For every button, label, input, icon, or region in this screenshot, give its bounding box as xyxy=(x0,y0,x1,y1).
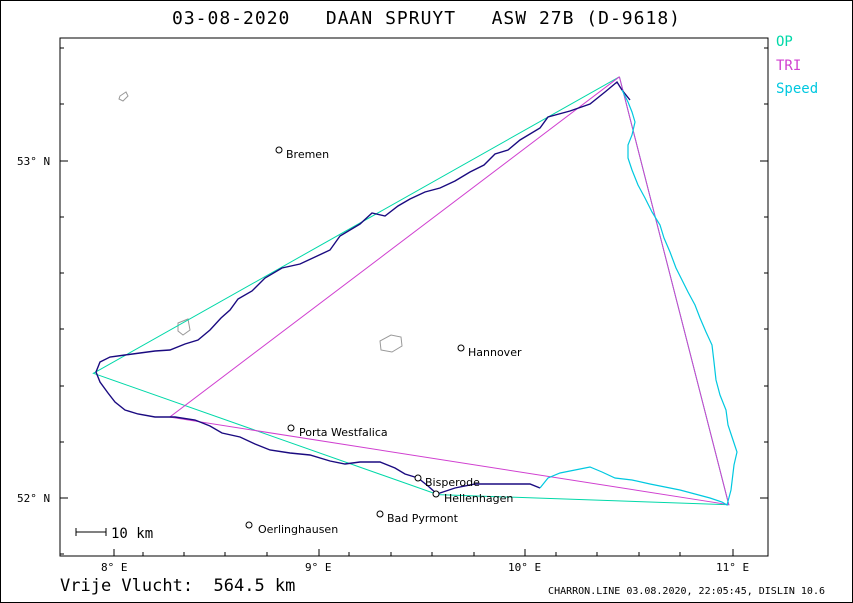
legend-op: OP xyxy=(776,34,793,50)
free-flight-distance: Vrije Vlucht: 564.5 km xyxy=(60,576,296,596)
lake-outline-north xyxy=(118,91,129,102)
scale-label: 10 km xyxy=(111,526,153,542)
map-title: 03-08-2020 DAAN SPRUYT ASW 27B (D-9618) xyxy=(172,8,681,29)
place-label-porta-westfalica: Porta Westfalica xyxy=(299,426,388,439)
lake-outline-west xyxy=(177,318,191,336)
scale-bar: 10 km xyxy=(75,526,153,542)
x-axis: 8° E 9° E 10° E 11° E xyxy=(101,549,749,574)
place-marker-bremen xyxy=(275,146,283,154)
place-label-bisperode: Bisperode xyxy=(425,476,480,489)
place-label-oerlinghausen: Oerlinghausen xyxy=(258,523,338,536)
op-task-line xyxy=(92,76,730,506)
y-tick-52n: 52° N xyxy=(17,492,50,505)
places: Bremen Hannover Porta Westfalica Bispero… xyxy=(245,146,522,536)
place-marker-hannover xyxy=(457,344,465,352)
legend-speed: Speed xyxy=(776,81,819,97)
software-credit: CHARRON.LINE 03.08.2020, 22:05:45, DISLI… xyxy=(548,586,825,597)
place-label-hannover: Hannover xyxy=(468,346,522,359)
y-axis: 53° N 52° N xyxy=(17,47,768,555)
place-label-bremen: Bremen xyxy=(286,148,329,161)
flight-track-speed xyxy=(539,89,738,506)
legend-tri: TRI xyxy=(776,58,802,74)
place-marker-oerlinghausen xyxy=(245,521,253,529)
place-marker-bad-pyrmont xyxy=(376,510,384,518)
map-frame xyxy=(59,37,769,557)
tri-task-line xyxy=(168,76,730,506)
y-tick-53n: 53° N xyxy=(17,155,50,168)
x-tick-11e: 11° E xyxy=(716,561,749,574)
place-marker-hellenhagen xyxy=(432,490,440,498)
x-tick-9e: 9° E xyxy=(305,561,332,574)
place-marker-porta-westfalica xyxy=(287,424,295,432)
place-marker-bisperode xyxy=(414,474,422,482)
x-tick-8e: 8° E xyxy=(101,561,128,574)
x-tick-10e: 10° E xyxy=(508,561,541,574)
lake-outline-steinhuder-meer xyxy=(379,334,403,353)
flight-track-dark xyxy=(95,80,631,495)
place-label-bad-pyrmont: Bad Pyrmont xyxy=(387,512,459,525)
place-label-hellenhagen: Hellenhagen xyxy=(444,492,513,505)
